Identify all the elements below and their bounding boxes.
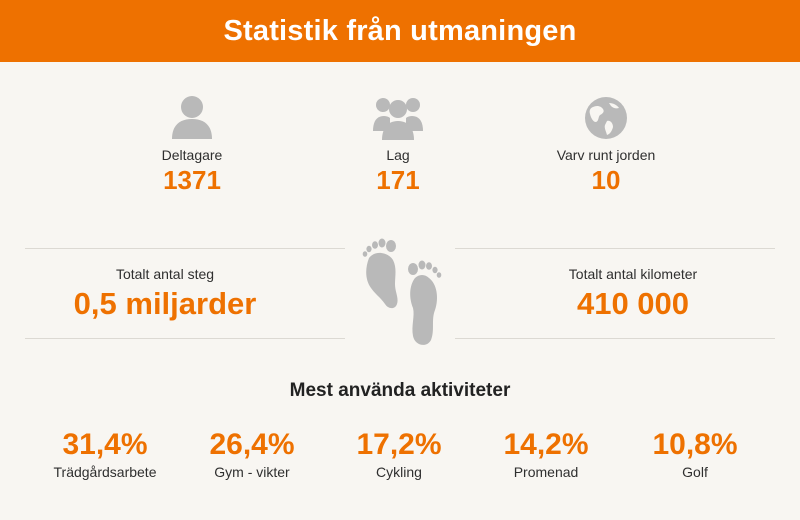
person-icon [172,96,212,139]
activity-name: Trädgårdsarbete [53,464,157,480]
total-km-label: Totalt antal kilometer [568,266,698,282]
activity-item: 14,2% Promenad [471,428,621,480]
activity-percent: 17,2% [356,428,442,461]
divider-top-right [455,248,775,249]
header-banner: Statistik från utmaningen [0,0,800,62]
activity-item: 17,2% Cykling [324,428,474,480]
footprints-icon [362,238,442,345]
globe-icon [585,97,627,139]
total-steps: Totalt antal steg 0,5 miljarder [45,266,285,322]
stat-laps: Varv runt jorden 10 [506,95,706,196]
activity-item: 10,8% Golf [620,428,770,480]
activity-item: 31,4% Trädgårdsarbete [30,428,180,480]
group-icon [373,98,423,140]
stat-laps-label: Varv runt jorden [556,147,656,163]
activity-percent: 14,2% [503,428,589,461]
total-km: Totalt antal kilometer 410 000 [513,266,753,322]
total-steps-label: Totalt antal steg [115,266,215,282]
page-title: Statistik från utmaningen [223,14,577,47]
divider-bottom-left [25,338,345,339]
activity-item: 26,4% Gym - vikter [177,428,327,480]
stat-participants-value: 1371 [163,165,221,195]
stat-participants-label: Deltagare [161,147,223,163]
stat-teams-value: 171 [376,165,420,195]
divider-bottom-right [455,338,775,339]
stat-participants: Deltagare 1371 [92,95,292,196]
divider-top-left [25,248,345,249]
total-km-value: 410 000 [576,286,690,321]
activity-percent: 31,4% [62,428,148,461]
total-steps-value: 0,5 miljarder [73,286,257,321]
activity-percent: 10,8% [652,428,738,461]
stat-laps-value: 10 [591,165,621,195]
activity-percent: 26,4% [209,428,295,461]
activities-title: Mest använda aktiviteter [289,380,511,401]
stat-teams: Lag 171 [298,95,498,196]
activity-name: Golf [682,464,708,480]
activity-name: Gym - vikter [214,464,290,480]
stat-teams-label: Lag [386,147,410,163]
activity-name: Promenad [513,464,579,480]
activity-name: Cykling [376,464,422,480]
